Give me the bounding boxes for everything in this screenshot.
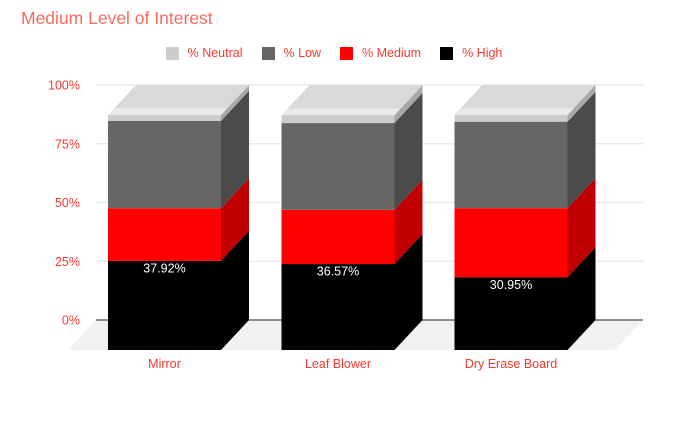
bar-side-high[interactable] [221,230,249,350]
bar-segment-medium[interactable] [454,208,568,278]
bar-segment-medium[interactable] [108,208,221,261]
bar-top-face[interactable] [108,84,249,115]
legend-item-medium[interactable]: % Medium [340,46,421,60]
bar-side-low[interactable] [567,91,596,209]
legend-label: % High [462,46,503,60]
chart-title: Medium Level of Interest [21,8,213,28]
x-axis-category-label: Dry Erase Board [465,357,557,371]
y-axis-tick-label: 100% [48,79,80,93]
bar-segment-low[interactable] [454,121,568,209]
x-axis-category-label: Mirror [148,357,181,371]
bar-side-high[interactable] [394,234,423,350]
data-label: 37.92% [143,261,185,275]
legend-label: % Low [283,46,322,60]
bar-segment-neutral[interactable] [108,114,221,121]
y-axis-tick-label: 75% [55,137,80,151]
legend-swatch-icon [440,46,454,60]
bar-side-low[interactable] [221,90,249,209]
y-axis-tick-label: 50% [55,196,80,210]
bar-side-neutral[interactable] [394,85,423,124]
bar-top-face[interactable] [281,85,423,116]
bar-top-bevel [281,108,401,116]
bar-segment-low[interactable] [108,120,221,209]
legend-swatch-icon [165,46,179,60]
bar-side-neutral[interactable] [567,84,596,122]
bar-top-bevel [108,108,228,115]
legend-item-low[interactable]: % Low [261,46,322,60]
bar-side-high[interactable] [567,247,596,350]
bar-side-medium[interactable] [394,179,423,265]
bar-segment-low[interactable] [281,123,395,210]
data-label: 36.57% [317,265,359,279]
legend: % Neutral % Low % Medium % High [0,46,668,60]
legend-item-neutral[interactable]: % Neutral [165,46,243,60]
bar-segment-high[interactable] [454,277,568,350]
bar-segment-neutral[interactable] [454,114,568,122]
bar-side-low[interactable] [394,93,423,210]
x-axis-category-label: Leaf Blower [305,357,371,371]
bar-segment-high[interactable] [108,260,221,350]
legend-item-high[interactable]: % High [440,46,502,60]
legend-swatch-icon [340,46,354,60]
y-axis-tick-label: 0% [62,314,80,328]
legend-label: % Neutral [187,46,243,60]
bar-segment-medium[interactable] [281,209,395,265]
legend-label: % Medium [362,46,422,60]
y-axis-tick-label: 25% [55,255,80,269]
bar-side-medium[interactable] [567,178,596,278]
bar-side-medium[interactable] [221,178,249,261]
legend-swatch-icon [261,46,275,60]
bar-side-neutral[interactable] [221,84,249,121]
bar-segment-neutral[interactable] [281,115,395,124]
bar-segment-high[interactable] [281,264,395,350]
bar-top-bevel [454,108,574,115]
bar-top-face[interactable] [454,84,596,115]
data-label: 30.95% [490,278,532,292]
